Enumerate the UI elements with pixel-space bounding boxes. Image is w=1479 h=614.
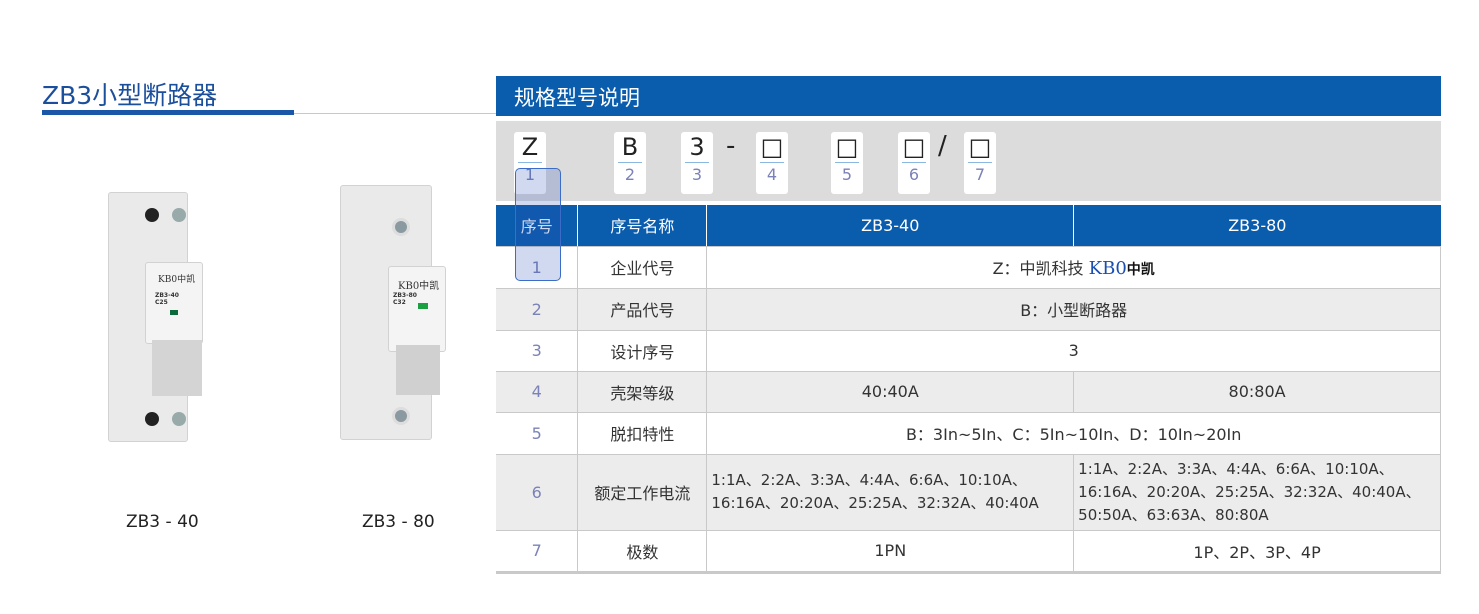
code-slash: /: [938, 131, 947, 161]
header-no: 序号: [496, 205, 579, 247]
header-zb3-80: ZB3-80: [1073, 205, 1441, 247]
table-row: 1 企业代号 Z：中凯科技 KB0中凯: [496, 246, 1441, 289]
product-caption: ZB3 - 80: [362, 512, 435, 532]
header-zb3-40: ZB3-40: [706, 205, 1075, 247]
product-model: ZB3-40: [155, 292, 179, 299]
table-row: 3 设计序号 3: [496, 330, 1441, 372]
table-row: 5 脱扣特性 B：3In~5In、C：5In~10In、D：10In~20In: [496, 412, 1441, 455]
company-code: Z：中凯科技: [992, 259, 1084, 278]
header-name: 序号名称: [577, 205, 708, 247]
selection-highlight: [515, 168, 561, 281]
code-part: □ 4: [756, 132, 788, 194]
product-rating: C32: [393, 299, 406, 306]
table-row: 7 极数 1PN 1P、2P、3P、4P: [496, 530, 1441, 574]
product-rating: C25: [155, 299, 168, 306]
divider: [294, 113, 496, 114]
spec-header: 规格型号说明: [496, 76, 1441, 116]
code-part: □ 6: [898, 132, 930, 194]
title-underline: [42, 110, 294, 115]
table-header: 序号 序号名称 ZB3-40 ZB3-80: [496, 205, 1441, 247]
product-model: ZB3-80: [393, 292, 417, 299]
product-brand: KB0中凯: [158, 275, 196, 285]
table-row: 2 产品代号 B：小型断路器: [496, 288, 1441, 331]
page-title: ZB3小型断路器: [42, 81, 218, 110]
kbo-logo: KB0: [1088, 258, 1127, 279]
code-part: □ 5: [831, 132, 863, 194]
product-caption: ZB3 - 40: [126, 512, 199, 532]
code-part: □ 7: [964, 132, 996, 194]
table-row: 6 额定工作电流 1:1A、2:2A、3:3A、4:4A、6:6A、10:10A…: [496, 454, 1441, 531]
kbo-logo-cn: 中凯: [1126, 262, 1155, 278]
code-dash: -: [726, 131, 736, 161]
product-brand: KB0中凯: [398, 281, 440, 292]
table-row: 4 壳架等级 40:40A 80:80A: [496, 371, 1441, 413]
spec-table: 序号 序号名称 ZB3-40 ZB3-80 1 企业代号 Z：中凯科技 KB0中…: [496, 205, 1441, 574]
